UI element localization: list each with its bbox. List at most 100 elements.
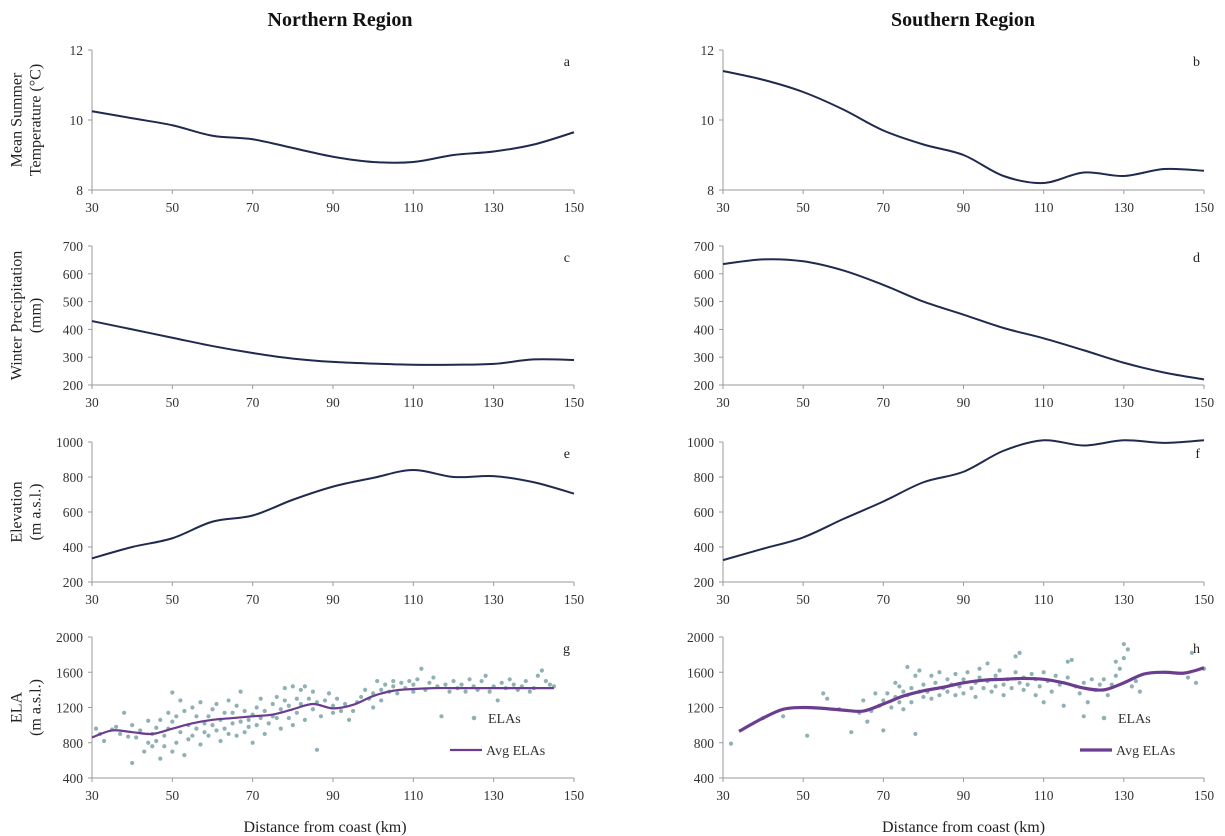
ela-point	[913, 673, 918, 678]
ela-point	[523, 678, 528, 684]
y-tick-label: 600	[694, 267, 715, 282]
x-tick-label: 70	[246, 788, 260, 803]
ela-point	[495, 698, 500, 703]
y-tick-label: 500	[63, 295, 84, 310]
y-tick-label: 500	[694, 295, 715, 310]
ela-point	[885, 691, 890, 696]
legend-label-line: Avg ELAs	[486, 744, 545, 759]
ela-point	[270, 701, 275, 707]
ela-point	[1081, 680, 1086, 685]
ela-point	[547, 682, 553, 687]
ela-point	[487, 689, 492, 694]
y-tick-label: 800	[63, 470, 84, 485]
x-tick-label: 150	[564, 200, 585, 215]
ela-point	[909, 700, 914, 705]
x-tick-label: 50	[796, 395, 810, 410]
series-line	[91, 320, 575, 366]
x-tick-label: 110	[1034, 788, 1054, 803]
ela-point	[1049, 689, 1054, 694]
y-tick-label: 400	[694, 322, 715, 337]
ela-point	[1065, 659, 1070, 664]
ela-point	[101, 738, 107, 744]
ela-point	[359, 694, 364, 700]
ela-point	[897, 684, 902, 689]
panel-letter: g	[563, 642, 570, 657]
y-tick-label: 200	[694, 378, 715, 393]
avg-ela-line	[91, 686, 554, 739]
ela-point	[921, 694, 926, 700]
legend-marker-points	[471, 715, 477, 721]
x-tick-label: 110	[403, 395, 423, 410]
ela-point	[1133, 678, 1138, 684]
ela-point	[194, 714, 199, 719]
y-tick-label: 400	[694, 540, 715, 555]
ela-point	[190, 733, 195, 738]
ela-point	[989, 689, 994, 694]
ela-point	[158, 717, 163, 722]
ela-point	[1013, 654, 1018, 659]
y-tick-label: 600	[63, 505, 84, 520]
ela-point	[198, 700, 203, 705]
y-tick-label: 400	[63, 771, 84, 786]
ela-point	[969, 686, 974, 691]
ela-point	[1001, 682, 1006, 687]
ela-point	[190, 705, 195, 710]
ela-point	[282, 698, 287, 703]
x-tick-label: 130	[484, 788, 505, 803]
ela-point	[1113, 673, 1118, 678]
x-tick-label: 70	[877, 592, 891, 607]
ela-point	[1017, 680, 1022, 685]
ela-point	[439, 714, 444, 719]
ela-point	[997, 668, 1002, 673]
ela-point	[178, 698, 183, 703]
ela-point	[419, 666, 424, 671]
ela-point	[539, 668, 544, 673]
y-tick-label: 700	[63, 239, 84, 254]
ela-point	[901, 689, 906, 694]
ela-point	[953, 693, 958, 698]
ela-point	[945, 689, 950, 694]
x-tick-label: 50	[166, 200, 180, 215]
ela-point	[431, 675, 436, 680]
x-tick-label: 30	[85, 592, 99, 607]
x-tick-label: 90	[957, 200, 971, 215]
ela-point	[162, 733, 167, 738]
ela-point	[326, 691, 332, 696]
ela-point	[945, 677, 950, 682]
ela-point	[130, 760, 135, 766]
x-tick-label: 90	[957, 395, 971, 410]
ela-point	[182, 708, 187, 714]
chart-panel-a: 8 10 12 30 50 70 90 110 130 150 a Mean Summer Temper…	[9, 43, 585, 215]
ela-point	[865, 719, 870, 724]
x-tick-label: 30	[716, 788, 730, 803]
x-tick-label: 150	[1194, 200, 1215, 215]
x-tick-label: 50	[166, 788, 180, 803]
ela-point	[254, 723, 259, 728]
y-tick-label: 2000	[687, 630, 714, 645]
ela-point	[166, 710, 171, 715]
ela-point	[443, 682, 448, 687]
series-line	[722, 439, 1205, 562]
x-tick-label: 30	[85, 395, 99, 410]
legend-label-points: ELAs	[1118, 712, 1151, 727]
ela-point	[961, 677, 966, 682]
legend-label-line: Avg ELAs	[1116, 744, 1175, 759]
x-tick-label: 150	[1194, 788, 1215, 803]
ela-point	[937, 693, 942, 698]
ela-point	[1097, 682, 1102, 687]
series-line	[91, 468, 575, 560]
ela-point	[929, 673, 934, 678]
panel-letter: a	[564, 55, 571, 70]
ela-point	[535, 673, 540, 678]
y-tick-label: 300	[694, 350, 715, 365]
ela-point	[1037, 684, 1042, 689]
x-tick-label: 110	[403, 788, 423, 803]
ela-point	[1001, 693, 1006, 698]
y-tick-label: 600	[63, 267, 84, 282]
ela-point	[427, 680, 432, 685]
series-line	[722, 258, 1205, 381]
ela-point	[274, 715, 279, 721]
chart-panel-b: 8 10 12 30 50 70 90 110 130 150 b	[701, 43, 1215, 215]
ela-point	[1193, 680, 1199, 685]
ela-point	[1029, 671, 1034, 677]
